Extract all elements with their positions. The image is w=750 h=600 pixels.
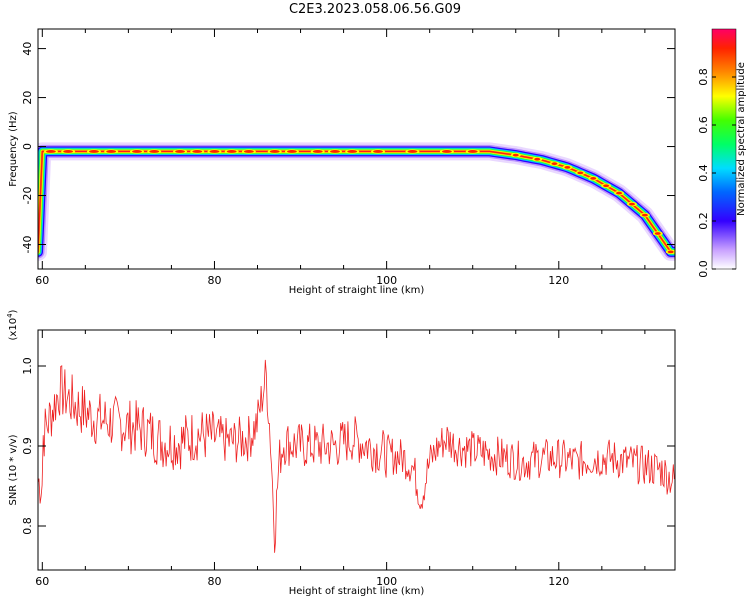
snr-xtick-label: 80 xyxy=(207,575,221,588)
spectrogram-spot-core xyxy=(551,162,558,166)
colorbar-tick-label: 0.4 xyxy=(697,164,710,182)
spectrogram-spot-core xyxy=(106,150,117,153)
snr-plot-area xyxy=(38,359,675,553)
spectrogram-spot-core xyxy=(407,150,418,153)
snr-xtick-label: 120 xyxy=(548,575,569,588)
spectrogram-spot-core xyxy=(243,150,254,153)
spectrogram-spot-core xyxy=(45,150,56,153)
spectrogram-spot-core xyxy=(564,165,571,169)
spec-ytick-label: -40 xyxy=(21,236,34,254)
spectrogram-spot-core xyxy=(577,171,584,175)
spec-xtick-label: 120 xyxy=(548,274,569,287)
spectrogram-spot-core xyxy=(149,150,160,153)
colorbar-tick-label: 0.8 xyxy=(697,68,710,86)
spec-xtick-label: 60 xyxy=(35,274,49,287)
snr-xtick-label: 60 xyxy=(35,575,49,588)
spectrogram-spot-core xyxy=(667,250,674,254)
spectrogram-spot-core xyxy=(590,176,597,180)
spectrogram-spot-core xyxy=(534,157,541,161)
snr-ylabel: SNR (10 * v/v) xyxy=(8,434,19,505)
spectrogram-spot-core xyxy=(347,150,358,153)
snr-ytick-label: 1.0 xyxy=(21,357,34,375)
colorbar-tick-label: 0.0 xyxy=(697,260,710,278)
spectrogram-spot-core xyxy=(131,150,142,153)
spec-xlabel: Height of straight line (km) xyxy=(289,285,425,296)
snr-frame xyxy=(37,329,676,571)
spectrogram-spot-core xyxy=(269,150,280,153)
snr-xlabel: Height of straight line (km) xyxy=(289,586,425,597)
spec-xtick-label: 100 xyxy=(376,274,397,287)
spectrogram-area xyxy=(38,142,675,261)
spec-ytick-label: 0 xyxy=(21,143,34,150)
spectrogram-spot-core xyxy=(512,153,519,157)
spectrogram-spot-core xyxy=(654,232,661,235)
colorbar-tick-label: 0.6 xyxy=(697,116,710,134)
spectrogram-spot-core xyxy=(286,150,297,153)
spectrogram-spot-core xyxy=(209,150,220,153)
colorbar xyxy=(711,28,737,270)
colorbar-label: Normalized spectral amplitude xyxy=(736,62,747,216)
spec-ytick-label: 40 xyxy=(21,42,34,56)
spectrogram-spot-core xyxy=(441,150,452,153)
figure-title: C2E3.2023.058.06.56.G09 xyxy=(288,2,462,17)
spec-ylabel: Frequency (Hz) xyxy=(8,111,19,187)
spec-frame xyxy=(37,28,676,270)
spectrogram-spot-core xyxy=(373,150,384,153)
spec-ytick-label: -20 xyxy=(21,187,34,205)
spectrogram-spot-core xyxy=(467,150,478,153)
spectrogram-spot-core xyxy=(88,150,99,153)
spectrogram-spot-core xyxy=(641,213,648,217)
spectrogram-halo-violet xyxy=(38,144,675,259)
spectrogram-spot-core xyxy=(329,150,340,153)
spectrogram-spot-core xyxy=(226,150,237,153)
spectrogram-spot-core xyxy=(312,150,323,153)
spec-xtick-label: 80 xyxy=(207,274,221,287)
colorbar-tick-label: 0.2 xyxy=(697,212,710,230)
snr-ytick-label: 0.9 xyxy=(21,437,34,455)
spectrogram-spot-core xyxy=(192,150,203,153)
snr-series-line xyxy=(38,359,675,553)
spectrogram-spot-core xyxy=(616,191,623,195)
spectrogram-spot-core xyxy=(175,150,186,153)
spectrogram-spot-core xyxy=(603,184,610,188)
spectrogram-spot-core xyxy=(63,150,74,153)
snr-xtick-label: 100 xyxy=(376,575,397,588)
spec-ytick-label: 20 xyxy=(21,91,34,105)
snr-ytick-label: 0.8 xyxy=(21,517,34,535)
snr-exponent-label: (x104) xyxy=(6,309,19,340)
spectrogram-spot-core xyxy=(628,202,635,206)
